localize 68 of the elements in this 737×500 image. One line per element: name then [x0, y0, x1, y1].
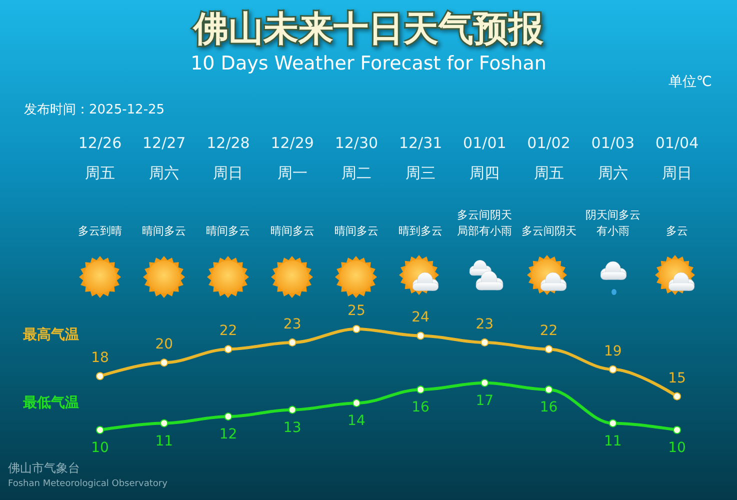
point [416, 386, 425, 394]
text: 多云间阴天 [521, 224, 576, 238]
text: 最高气温 [22, 326, 79, 343]
data-label: 24 [412, 310, 430, 326]
point [608, 419, 617, 428]
data-label: 23 [283, 316, 302, 332]
x-tick-label: 12/29 周一 [270, 134, 314, 182]
point [480, 338, 489, 346]
point [673, 392, 681, 400]
x-tick-label: 01/02 周五 [527, 134, 570, 182]
point [480, 378, 489, 387]
point [288, 338, 296, 346]
y-axis-title: 单位℃ [668, 74, 712, 90]
data-label: 18 [91, 350, 109, 366]
data-label: 22 [219, 323, 238, 340]
text: 多云间阴天局部有小雨 [457, 208, 512, 238]
data-label: 19 [604, 343, 622, 360]
x-tick-label: 12/27 周六 [142, 134, 186, 182]
point [96, 372, 104, 380]
point [224, 345, 232, 354]
text: 发布时间：2025-12-25 [24, 102, 165, 118]
data-label: 16 [412, 400, 430, 416]
data-label: 15 [668, 370, 686, 386]
data-label: 12 [219, 426, 238, 443]
data-label: 13 [283, 420, 302, 436]
text: Foshan Meteorological Observatory [8, 479, 168, 489]
series-label: 最低气温 [22, 395, 79, 411]
x-tick-label: 12/31 周三 [398, 134, 442, 182]
text: 晴间多云 [334, 224, 378, 238]
data-label: 16 [540, 400, 558, 416]
data-label: 10 [668, 440, 686, 456]
data-label: 17 [476, 392, 494, 409]
x-tick-label: 01/01 周四 [463, 134, 506, 182]
point [416, 332, 425, 340]
text: 多云 [666, 224, 688, 238]
point [544, 386, 553, 394]
point [96, 426, 104, 434]
text: 佛山市气象台 [8, 461, 80, 475]
point [673, 426, 681, 434]
point [352, 399, 360, 408]
data-label: 11 [604, 433, 622, 450]
chart-title: 佛山未来十日天气预报 [192, 10, 544, 50]
data-label: 23 [476, 316, 494, 332]
x-tick-label: 12/26 周五 [78, 134, 122, 182]
text: 晴到多云 [398, 224, 443, 238]
point [352, 325, 360, 333]
text: 多云到晴 [78, 224, 122, 238]
x-tick-label: 01/04 周日 [655, 134, 699, 182]
text: 晴间多云 [206, 224, 250, 238]
point [224, 412, 232, 421]
x-tick-label: 12/28 周日 [206, 134, 250, 182]
point [160, 419, 168, 428]
data-label: 20 [155, 336, 174, 353]
data-label: 22 [540, 323, 558, 340]
data-label: 25 [348, 303, 366, 319]
text: 阴天间多云有小雨 [585, 208, 640, 238]
chart-subtitle: 10 Days Weather Forecast for Foshan [190, 52, 546, 74]
x-tick-label: 01/03 周六 [591, 134, 635, 182]
text: 晴间多云 [270, 224, 314, 238]
data-label: 10 [91, 440, 109, 456]
point [160, 358, 168, 367]
x-tick-label: 12/30 周二 [334, 134, 378, 182]
data-label: 11 [155, 433, 174, 450]
point [608, 365, 617, 374]
point [288, 406, 296, 414]
data-label: 14 [348, 413, 366, 430]
point [544, 345, 553, 354]
text: 晴间多云 [142, 224, 186, 238]
